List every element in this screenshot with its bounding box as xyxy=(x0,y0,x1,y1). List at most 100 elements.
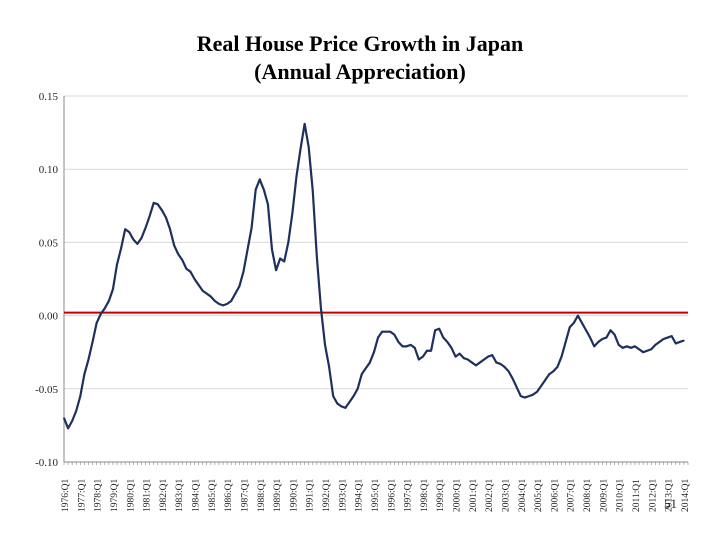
data-point xyxy=(177,253,179,255)
x-tick-label: 1998:Q1 xyxy=(420,479,430,513)
data-point xyxy=(519,395,522,397)
data-point xyxy=(250,226,253,229)
y-tick-label: -0.10 xyxy=(35,457,58,469)
data-point xyxy=(515,386,518,389)
data-point xyxy=(352,395,355,397)
data-point xyxy=(99,313,102,315)
data-point xyxy=(589,336,591,339)
data-point xyxy=(397,341,400,343)
data-point xyxy=(442,336,445,339)
data-point xyxy=(287,241,290,244)
data-point xyxy=(556,366,559,368)
data-point xyxy=(585,329,587,332)
data-point xyxy=(503,366,506,368)
data-point xyxy=(626,345,628,348)
data-point xyxy=(658,341,661,343)
data-point xyxy=(258,178,261,181)
data-point xyxy=(87,358,90,361)
x-tick-label: 2007:Q1 xyxy=(567,479,577,513)
data-point xyxy=(320,307,322,310)
data-point xyxy=(152,202,155,204)
y-tick-label: -0.05 xyxy=(35,384,58,396)
data-point xyxy=(263,188,265,191)
x-tick-label: 2012:Q1 xyxy=(648,479,658,513)
data-point xyxy=(275,269,277,272)
x-tick-label: 2000:Q1 xyxy=(453,479,463,513)
data-point xyxy=(108,300,110,302)
data-point xyxy=(316,256,318,258)
data-point xyxy=(254,188,257,191)
y-tick-label: 0.15 xyxy=(39,91,59,103)
data-point xyxy=(303,123,306,125)
x-tick-label: 1992:Q1 xyxy=(322,479,332,513)
data-point xyxy=(609,329,612,332)
data-point xyxy=(446,341,449,343)
data-point xyxy=(205,292,208,295)
data-point xyxy=(593,345,595,348)
data-point xyxy=(434,329,436,332)
data-point xyxy=(683,339,685,342)
data-point xyxy=(128,231,131,233)
x-tick-label: 2013:Q1 xyxy=(665,479,675,513)
x-tick-label: 1987:Q1 xyxy=(240,479,250,513)
data-point xyxy=(116,263,118,266)
data-point xyxy=(613,333,616,336)
data-point xyxy=(393,333,396,336)
y-tick-labels: 0.15 0.10 0.05 0.00 -0.05 -0.10 xyxy=(35,91,58,469)
data-point xyxy=(389,330,392,333)
data-point xyxy=(140,237,143,239)
data-point xyxy=(524,396,526,399)
data-points xyxy=(63,123,685,430)
data-point xyxy=(544,379,547,381)
x-tick-label: 2003:Q1 xyxy=(501,479,511,513)
data-point xyxy=(662,338,665,340)
y-tick-label: 0.10 xyxy=(39,164,59,176)
data-point xyxy=(157,203,159,206)
x-tick-label: 1993:Q1 xyxy=(338,479,348,513)
data-point xyxy=(226,303,228,305)
data-point xyxy=(511,377,514,380)
x-tick-label: 1991:Q1 xyxy=(306,479,316,513)
x-tick-label: 1986:Q1 xyxy=(224,479,234,513)
x-tick-label: 2011:Q1 xyxy=(632,479,642,512)
x-tick-label: 1989:Q1 xyxy=(273,479,283,513)
data-point xyxy=(507,370,510,373)
x-tick-label: 1984:Q1 xyxy=(192,479,202,513)
data-point xyxy=(581,322,583,324)
data-point xyxy=(499,363,502,365)
data-point xyxy=(148,215,151,217)
data-point xyxy=(271,248,273,251)
data-point xyxy=(573,322,575,324)
x-tick-label: 1988:Q1 xyxy=(257,479,267,513)
data-point xyxy=(95,322,98,324)
data-point xyxy=(458,352,461,355)
data-point xyxy=(193,278,196,280)
data-point xyxy=(617,344,620,346)
data-point xyxy=(332,395,334,397)
x-tick-label: 1997:Q1 xyxy=(404,479,414,513)
data-point xyxy=(169,228,171,231)
data-point xyxy=(369,361,371,364)
data-point xyxy=(181,259,184,261)
data-point xyxy=(430,349,432,352)
data-point xyxy=(201,289,204,292)
data-point xyxy=(646,349,649,352)
data-point xyxy=(283,260,286,263)
x-tick-label: 1994:Q1 xyxy=(355,479,365,513)
data-point xyxy=(328,366,330,368)
data-point xyxy=(401,345,404,348)
data-point xyxy=(630,347,632,349)
data-point xyxy=(597,341,600,343)
data-point xyxy=(218,303,220,305)
data-point xyxy=(336,402,339,405)
data-point xyxy=(475,364,477,367)
x-tick-label: 2004:Q1 xyxy=(518,479,528,513)
data-point xyxy=(381,330,383,333)
data-point xyxy=(340,405,343,408)
data-point xyxy=(564,341,567,343)
data-point xyxy=(552,370,555,373)
x-tick-label: 1982:Q1 xyxy=(159,479,169,513)
x-tick-label: 1976:Q1 xyxy=(61,479,71,513)
x-tick-label: 1977:Q1 xyxy=(77,479,87,513)
data-point xyxy=(450,347,453,349)
